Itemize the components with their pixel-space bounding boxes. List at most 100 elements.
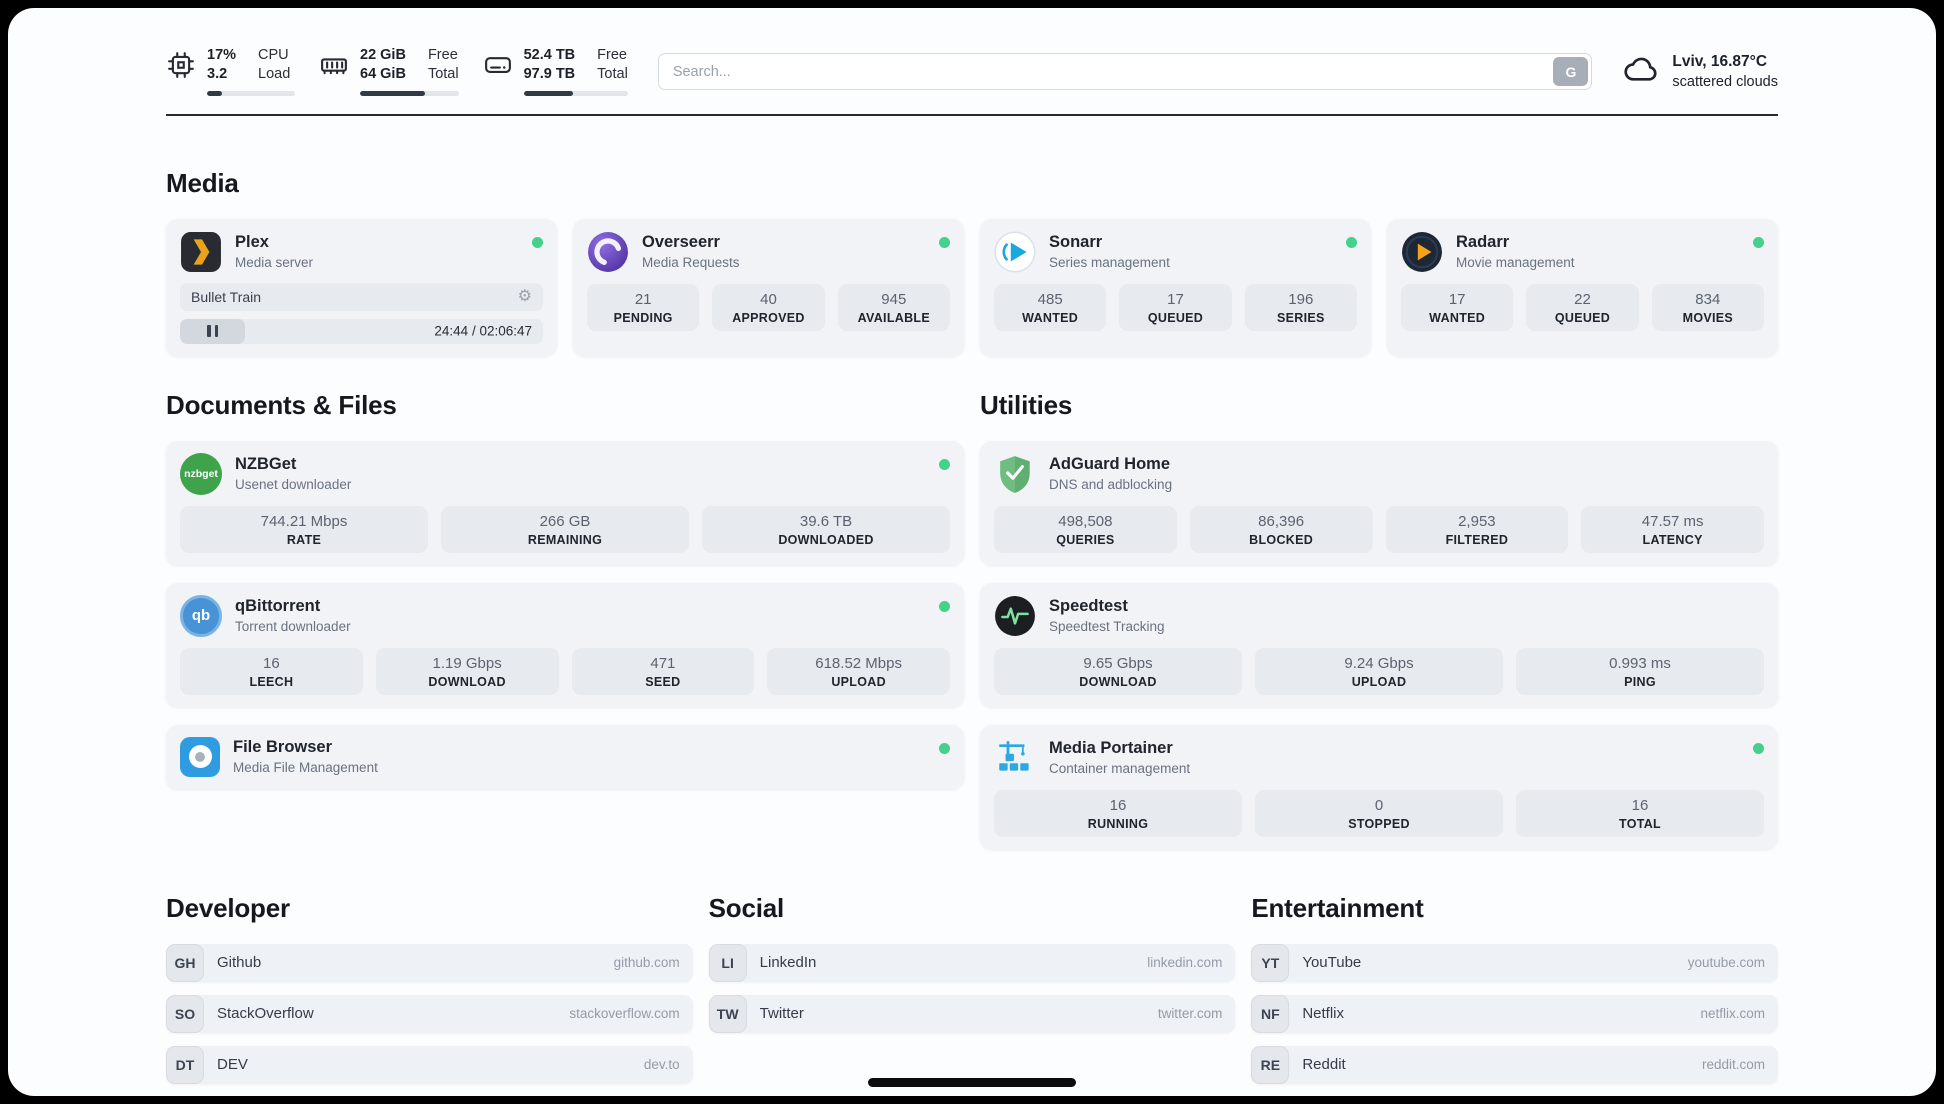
bookmark-name: Twitter — [759, 1005, 804, 1023]
bookmark-stackoverflow[interactable]: SO StackOverflow stackoverflow.com — [166, 994, 693, 1033]
stat-value: 47.57 ms — [1641, 512, 1704, 530]
bookmark-url: stackoverflow.com — [569, 1006, 680, 1022]
bookmark-github[interactable]: GH Github github.com — [166, 943, 693, 982]
service-name: Media Portainer — [1049, 739, 1173, 758]
bookmark-reddit[interactable]: RE Reddit reddit.com — [1251, 1045, 1778, 1084]
stat-value: 485 — [1037, 290, 1063, 308]
topbar: 17% 3.2 CPU Load — [166, 47, 1778, 96]
overseerr-icon — [587, 231, 629, 273]
bookmark-name: YouTube — [1302, 954, 1362, 972]
plex-service-link[interactable]: Plex Media server — [180, 231, 543, 273]
gear-icon[interactable]: ⚙ — [517, 287, 532, 305]
bookmark-name: DEV — [217, 1056, 248, 1074]
playback-time: 24:44 / 02:06:47 — [434, 323, 532, 339]
plex-progress-bar[interactable]: 24:44 / 02:06:47 — [180, 318, 543, 344]
stat-value: 945 — [881, 290, 907, 308]
bookmark-url: dev.to — [643, 1057, 680, 1073]
radarr-card: Radarr Movie management 17 WANTED 22 QUE… — [1387, 218, 1778, 356]
stat-label: QUEUED — [1554, 310, 1611, 325]
stat-label: APPROVED — [732, 310, 805, 325]
nzbget-icon-text: nzbget — [184, 467, 218, 480]
radarr-icon — [1401, 231, 1443, 273]
memory-icon — [319, 48, 349, 80]
status-dot — [532, 236, 543, 248]
qbittorrent-icon: qb — [180, 594, 222, 637]
portainer-card: Media Portainer Container management 16 … — [980, 724, 1778, 849]
disk-total-value: 97.9 TB — [523, 65, 576, 82]
stat-label: DOWNLOADED — [778, 532, 874, 547]
speedtest-service-link[interactable]: Speedtest Speedtest Tracking — [994, 595, 1764, 637]
bookmark-abbr: NF — [1251, 994, 1290, 1033]
cpu-widget: 17% 3.2 CPU Load — [166, 47, 295, 96]
qbittorrent-service-link[interactable]: qb qBittorrent Torrent downloader — [180, 594, 950, 637]
stat-value: 471 — [650, 654, 676, 672]
page-container: 17% 3.2 CPU Load — [166, 8, 1778, 1084]
utilities-section: Utilities — [980, 390, 1778, 849]
service-subtitle: Movie management — [1456, 255, 1575, 271]
portainer-service-link[interactable]: Media Portainer Container management — [994, 737, 1764, 779]
bookmark-twitter[interactable]: TW Twitter twitter.com — [708, 994, 1236, 1033]
pause-button[interactable] — [180, 318, 246, 344]
stat-label: SERIES — [1276, 310, 1325, 325]
memory-total-value: 64 GiB — [360, 65, 406, 82]
bookmark-linkedin[interactable]: LI LinkedIn linkedin.com — [708, 943, 1236, 982]
bookmark-abbr: DT — [166, 1045, 204, 1084]
social-section: Social LI LinkedIn linkedin.com TW Twitt… — [708, 892, 1236, 1033]
entertainment-section-title: Entertainment — [1251, 892, 1424, 923]
stat-label: UPLOAD — [831, 674, 886, 689]
overseerr-service-link[interactable]: Overseerr Media Requests — [587, 231, 950, 273]
stat-value: 0.993 ms — [1609, 654, 1671, 672]
cpu-usage-value: 17% — [207, 47, 237, 63]
developer-section: Developer GH Github github.com SO StackO… — [166, 893, 693, 1084]
service-name: qBittorrent — [235, 597, 321, 616]
adguard-icon — [994, 453, 1036, 495]
stat-label: TOTAL — [1618, 816, 1661, 831]
sonarr-card: Sonarr Series management 485 WANTED 17 Q… — [980, 218, 1371, 356]
search-bar: G — [657, 53, 1593, 91]
bookmark-abbr: TW — [708, 994, 747, 1033]
sonarr-service-link[interactable]: Sonarr Series management — [994, 231, 1357, 273]
stat-value: 744.21 Mbps — [260, 512, 348, 530]
search-engine-button[interactable]: G — [1553, 57, 1589, 87]
service-subtitle: DNS and adblocking — [1049, 477, 1173, 493]
stat-label: QUERIES — [1056, 532, 1115, 547]
now-playing-title: Bullet Train — [191, 288, 262, 305]
bookmark-netflix[interactable]: NF Netflix netflix.com — [1251, 994, 1778, 1033]
stat-value: 40 — [760, 290, 777, 308]
stat-label: PING — [1624, 674, 1656, 689]
stat-label: BLOCKED — [1249, 532, 1314, 547]
status-dot — [1753, 236, 1764, 248]
status-dot — [939, 458, 950, 470]
service-name: Overseerr — [642, 233, 720, 252]
disk-icon — [483, 48, 513, 80]
stat-tile: 86,396 BLOCKED — [1189, 505, 1373, 553]
social-section-title: Social — [708, 892, 785, 923]
stat-value: 498,508 — [1058, 512, 1113, 530]
header-divider — [166, 113, 1778, 116]
stat-label: AVAILABLE — [857, 310, 930, 325]
stat-value: 0 — [1374, 796, 1384, 814]
bookmark-url: linkedin.com — [1147, 955, 1223, 971]
weather-condition: scattered clouds — [1672, 74, 1778, 91]
filebrowser-service-link[interactable]: File Browser Media File Management — [180, 736, 950, 777]
radarr-service-link[interactable]: Radarr Movie management — [1401, 231, 1764, 273]
memory-widget: 22 GiB 64 GiB Free Total — [319, 47, 459, 96]
stat-tile: 39.6 TB DOWNLOADED — [702, 505, 950, 553]
nzbget-service-link[interactable]: nzbget NZBGet Usenet downloader — [180, 452, 950, 495]
bookmark-youtube[interactable]: YT YouTube youtube.com — [1251, 943, 1778, 982]
stat-value: 16 — [1109, 796, 1127, 814]
stat-tile: 834 MOVIES — [1651, 283, 1764, 331]
disk-total-label: Total — [597, 65, 628, 82]
bookmark-dev[interactable]: DT DEV dev.to — [166, 1045, 693, 1084]
portainer-icon — [994, 737, 1036, 779]
nzbget-card: nzbget NZBGet Usenet downloader 744.21 M… — [166, 440, 964, 565]
status-dot — [939, 600, 950, 612]
speedtest-card: Speedtest Speedtest Tracking 9.65 Gbps D… — [980, 582, 1778, 707]
adguard-service-link[interactable]: AdGuard Home DNS and adblocking — [994, 453, 1764, 495]
stat-tile: 196 SERIES — [1244, 283, 1357, 331]
qbittorrent-card: qb qBittorrent Torrent downloader 16 — [166, 582, 964, 707]
service-subtitle: Media server — [235, 255, 314, 271]
search-input[interactable] — [657, 53, 1593, 91]
status-dot — [939, 236, 950, 248]
disk-widget: 52.4 TB 97.9 TB Free Total — [483, 47, 628, 96]
